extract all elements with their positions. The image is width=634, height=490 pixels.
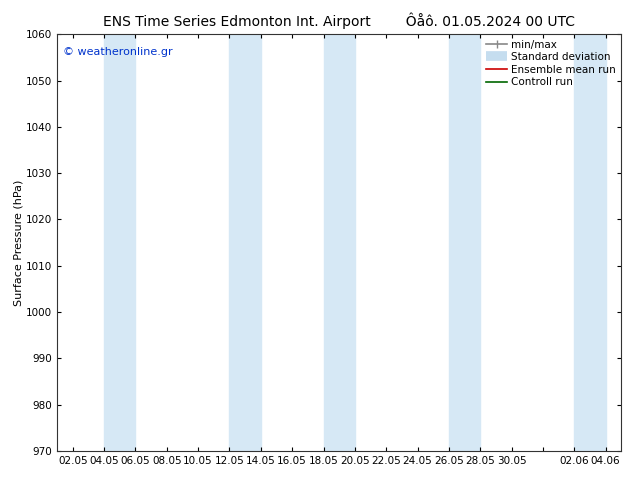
Legend: min/max, Standard deviation, Ensemble mean run, Controll run: min/max, Standard deviation, Ensemble me… <box>483 36 619 91</box>
Text: © weatheronline.gr: © weatheronline.gr <box>63 47 172 57</box>
Bar <box>104 34 136 451</box>
Bar <box>449 34 480 451</box>
Bar <box>230 34 261 451</box>
Bar <box>323 34 355 451</box>
Bar <box>574 34 605 451</box>
Y-axis label: Surface Pressure (hPa): Surface Pressure (hPa) <box>13 179 23 306</box>
Title: ENS Time Series Edmonton Int. Airport        Ôåô. 01.05.2024 00 UTC: ENS Time Series Edmonton Int. Airport Ôå… <box>103 12 575 29</box>
